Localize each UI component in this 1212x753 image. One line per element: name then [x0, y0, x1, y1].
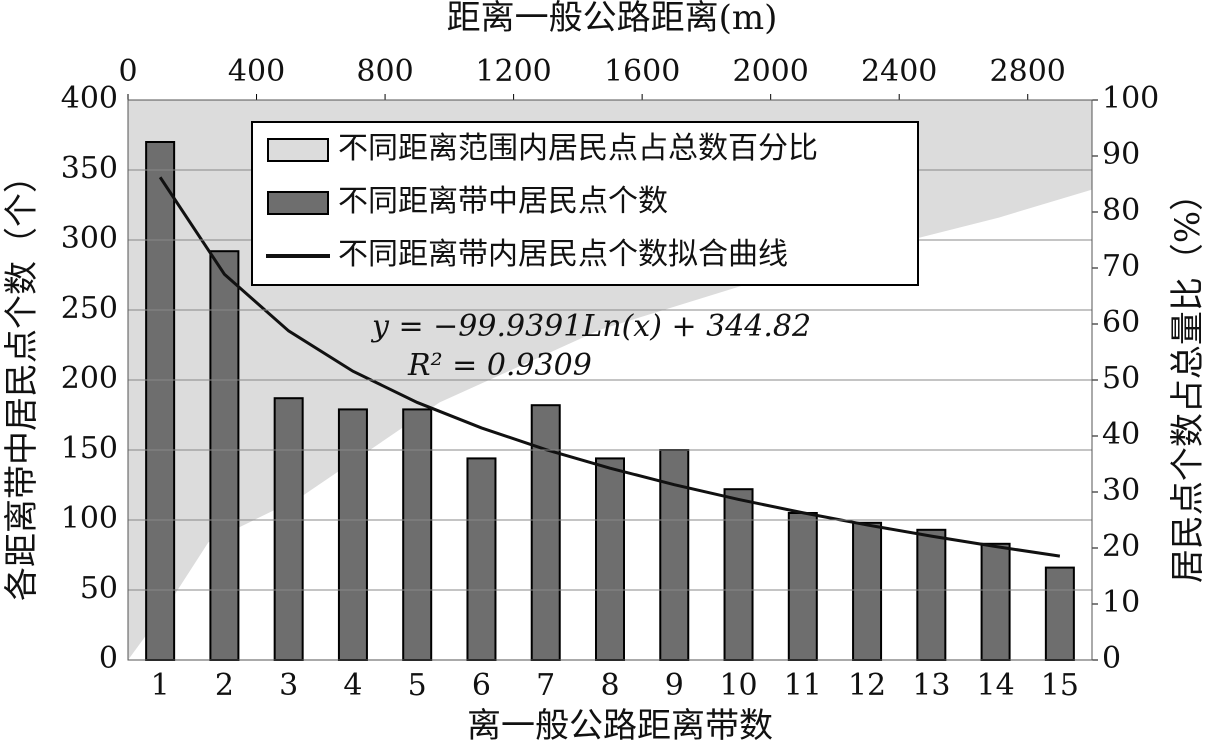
legend-label: 不同距离带内居民点个数拟合曲线 — [338, 237, 788, 272]
bar — [209, 250, 240, 661]
x-tick-label: 9 — [665, 668, 684, 703]
x2-tick-label: 2800 — [990, 54, 1066, 89]
x-tick-label: 15 — [1041, 668, 1079, 703]
y-tick-label: 150 — [61, 431, 118, 466]
y2-tick-label: 50 — [1102, 361, 1140, 396]
y-tick-label: 400 — [61, 81, 118, 116]
bar — [530, 404, 561, 662]
y2-tick-label: 40 — [1102, 417, 1140, 452]
legend-label: 不同距离带中居民点个数 — [338, 184, 668, 219]
bar — [916, 528, 947, 661]
bar — [980, 542, 1011, 661]
y2-tick-label: 10 — [1102, 585, 1140, 620]
x-tick-label: 4 — [343, 668, 362, 703]
y2-axis-title: 居民点个数占总量比（%） — [1168, 177, 1208, 583]
y2-tick-label: 0 — [1102, 641, 1121, 676]
y2-tick-label: 20 — [1102, 529, 1140, 564]
bar — [466, 457, 497, 661]
y2-tick-label: 30 — [1102, 473, 1140, 508]
fit-line — [158, 176, 1061, 558]
legend-swatch — [267, 191, 329, 215]
x2-tick-label: 2000 — [732, 54, 808, 89]
top-axis-title: 距离一般公路距离(m) — [447, 0, 778, 38]
y2-tick-label: 60 — [1102, 305, 1140, 340]
y2-tick-label: 100 — [1102, 81, 1159, 116]
bar — [852, 521, 883, 661]
x-tick-label: 2 — [215, 668, 234, 703]
bar — [273, 397, 304, 661]
x-tick-label: 14 — [977, 668, 1015, 703]
legend-box — [251, 121, 919, 286]
y-tick-label: 100 — [61, 501, 118, 536]
x-tick-label: 13 — [912, 668, 950, 703]
bar — [337, 408, 368, 661]
x2-tick-label: 1600 — [604, 54, 680, 89]
y2-tick-label: 80 — [1102, 193, 1140, 228]
y-tick-label: 0 — [99, 641, 118, 676]
y-tick-label: 200 — [61, 361, 118, 396]
x-tick-label: 5 — [408, 668, 427, 703]
x2-tick-label: 2400 — [861, 54, 937, 89]
plot-frame — [127, 99, 1093, 661]
y2-tick-label: 90 — [1102, 137, 1140, 172]
x-axis-title: 离一般公路距离带数 — [467, 706, 773, 746]
equation: y = −99.9391Ln(x) + 344.82 — [370, 309, 811, 344]
y-tick-label: 50 — [80, 571, 118, 606]
bar — [402, 408, 433, 661]
y-axis-title: 各距离带中居民点个数（个） — [2, 159, 42, 601]
x-tick-label: 10 — [719, 668, 757, 703]
x-tick-label: 6 — [472, 668, 491, 703]
x-tick-label: 7 — [536, 668, 555, 703]
x-tick-label: 11 — [784, 668, 822, 703]
x2-tick-label: 800 — [356, 54, 413, 89]
y-tick-label: 250 — [61, 291, 118, 326]
y2-tick-label: 70 — [1102, 249, 1140, 284]
y-tick-label: 300 — [61, 221, 118, 256]
x2-tick-label: 400 — [228, 54, 285, 89]
bar — [1044, 566, 1075, 661]
x-tick-label: 8 — [600, 668, 619, 703]
y-tick-label: 350 — [61, 151, 118, 186]
legend-swatch — [267, 138, 329, 162]
bar — [145, 141, 176, 661]
x-tick-label: 12 — [848, 668, 886, 703]
bar — [595, 457, 625, 661]
r-squared: R² = 0.9309 — [407, 348, 592, 383]
x2-tick-label: 0 — [118, 54, 137, 89]
x-tick-label: 3 — [279, 668, 298, 703]
x-tick-label: 1 — [151, 668, 170, 703]
legend-label: 不同距离范围内居民点占总数百分比 — [338, 131, 818, 166]
x2-tick-label: 1200 — [475, 54, 551, 89]
bar — [723, 488, 754, 662]
bar — [787, 512, 818, 661]
